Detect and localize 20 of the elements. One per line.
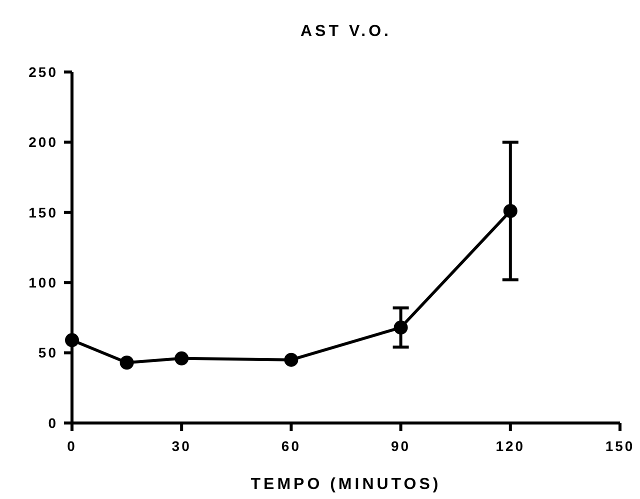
x-tick-label: 120 [496, 438, 526, 454]
y-tick-label: 250 [28, 64, 58, 80]
point [120, 356, 134, 370]
y-tick-label: 150 [28, 204, 58, 220]
y-tick-label: 200 [28, 134, 58, 150]
x-axis-title: TEMPO (MINUTOS) [250, 476, 442, 493]
y-tick-label: 100 [28, 274, 58, 290]
x-tick-label: 60 [281, 438, 301, 454]
point [65, 333, 79, 348]
point [503, 204, 518, 218]
x-tick-label: 90 [391, 438, 411, 454]
x-tick-label: 30 [172, 438, 192, 454]
x-tick-label: 0 [67, 438, 77, 454]
point [284, 352, 298, 367]
point [174, 351, 189, 366]
chart-title: AST V.O. [300, 23, 392, 40]
y-tick-label: 50 [38, 344, 58, 361]
point [394, 320, 408, 335]
y-tick-label: 0 [48, 414, 58, 431]
x-tick-label: 150 [605, 438, 635, 454]
